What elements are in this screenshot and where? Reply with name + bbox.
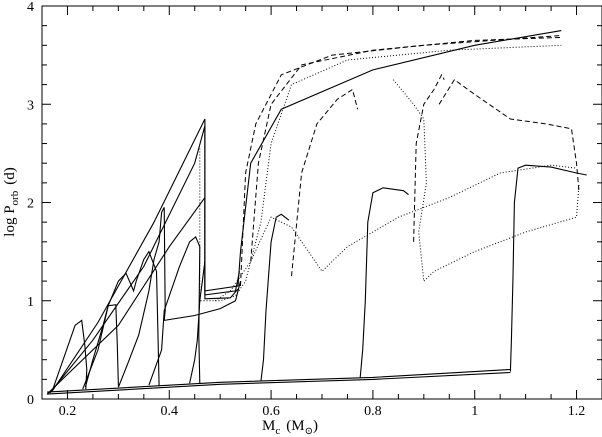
track-solid-9	[189, 261, 206, 384]
y-tick-label: 4	[27, 0, 34, 15]
track-solid-4	[51, 319, 88, 392]
y-tick-label: 3	[27, 98, 34, 113]
plot-frame	[41, 5, 602, 400]
x-tick-label: 0.6	[262, 404, 280, 419]
x-tick-label: 0.4	[161, 404, 179, 419]
x-axis-label-main: M	[262, 418, 275, 434]
track-solid-13	[47, 368, 511, 393]
track-solid-10	[260, 213, 290, 382]
axis-ticks	[41, 5, 602, 400]
axis-tick-labels: 0.2 0.4 0.6 0.8 1 1.2 0 1 2 3 4	[27, 0, 585, 419]
x-axis-label-sub: c	[275, 425, 280, 437]
y-tick-label: 2	[27, 197, 34, 212]
track-dashed-17	[291, 88, 359, 277]
track-dotted-20	[199, 44, 562, 302]
evolution-tracks	[46, 30, 587, 395]
track-solid-3	[51, 30, 562, 392]
track-dashed-16	[250, 36, 562, 262]
x-tick-label: 1.2	[568, 404, 586, 419]
track-solid-8	[148, 236, 201, 386]
track-dashed-18	[413, 73, 445, 242]
track-dashed-15	[240, 35, 562, 287]
y-tick-label: 1	[27, 295, 34, 310]
track-solid-14	[47, 371, 511, 395]
track-solid-1	[46, 195, 239, 395]
x-tick-label: 1	[471, 404, 478, 419]
track-solid-6	[82, 304, 119, 390]
track-solid-5	[84, 250, 160, 388]
track-solid-2	[49, 125, 241, 394]
track-solid-11	[359, 187, 409, 378]
x-axis-label-unit-close: )	[313, 418, 318, 434]
x-axis-label-unit-open: (M	[286, 418, 304, 434]
x-tick-label: 0.8	[364, 404, 382, 419]
track-dotted-21	[214, 164, 577, 302]
track-solid-12	[509, 164, 587, 372]
track-dashed-19	[438, 78, 580, 193]
x-axis-label: Mc (M⊙)	[262, 418, 318, 437]
y-axis-label-main: log P	[2, 205, 18, 236]
x-tick-label: 0.2	[59, 404, 77, 419]
y-axis-label: log Porb (d)	[2, 167, 21, 236]
y-tick-label: 0	[27, 393, 34, 408]
x-axis-label-unit-sub: ⊙	[305, 426, 313, 437]
y-axis-label-unit: (d)	[2, 167, 18, 185]
y-axis-label-sub: orb	[9, 190, 21, 205]
track-solid-7	[117, 207, 242, 388]
track-dotted-22	[392, 79, 580, 283]
